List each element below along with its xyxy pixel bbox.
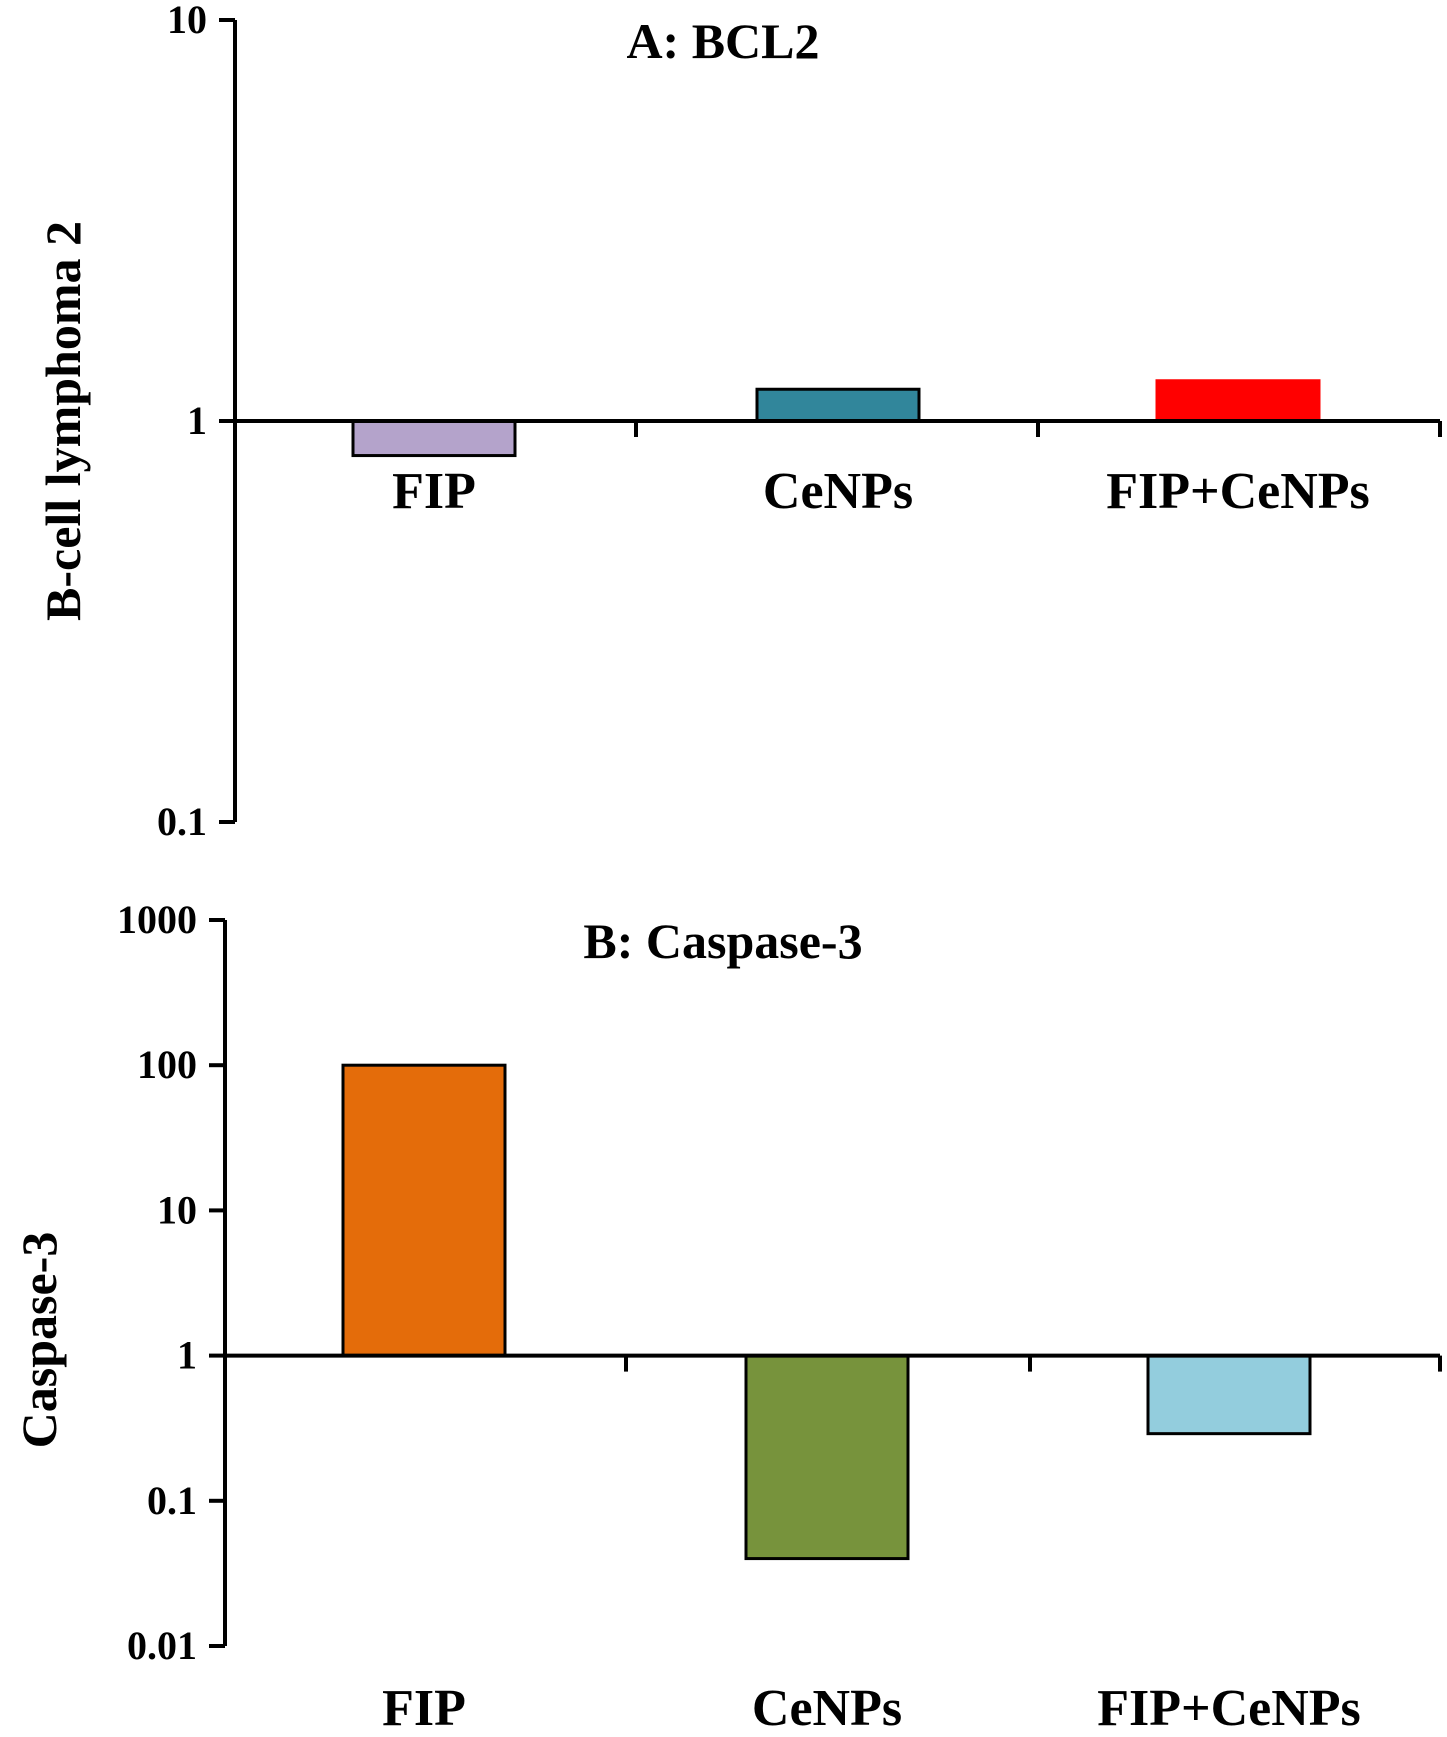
y-tick-label: 0.1	[157, 799, 207, 844]
bar-fip-cenps	[1146, 1354, 1312, 1436]
y-tick-label: 10	[157, 1187, 197, 1232]
y-axis-title: Caspase-3	[11, 1232, 67, 1449]
y-tick-label: 0.01	[127, 1623, 197, 1668]
y-tick-label: 1	[177, 1333, 197, 1378]
bar-fip	[351, 419, 517, 458]
y-tick-label: 1	[187, 398, 207, 443]
chart-title: B: Caspase-3	[583, 913, 862, 969]
bar-fip-cenps	[1155, 379, 1321, 423]
y-tick-label: 10	[167, 0, 207, 42]
category-label: FIP	[392, 463, 476, 520]
y-tick-label: 1000	[117, 897, 197, 942]
bar-cenps	[744, 1354, 910, 1561]
bars	[341, 1063, 1312, 1561]
chart-panel-caspase3: B: Caspase-3 Caspase-3 0.01 0.1 1 10 100 1000…	[11, 897, 1442, 1737]
axes	[233, 20, 1442, 822]
y-tick-label: 0.1	[147, 1478, 197, 1523]
category-label: FIP+CeNPs	[1106, 463, 1370, 520]
category-labels: FIP CeNPs FIP+CeNPs	[392, 463, 1370, 520]
category-label: FIP+CeNPs	[1097, 1680, 1361, 1737]
category-label: FIP	[382, 1680, 466, 1737]
chart-panel-bcl2: A: BCL2 B-cell lymphoma 2 0.1 1 10 FIP CeNP…	[35, 0, 1442, 844]
category-label: CeNPs	[763, 463, 913, 520]
y-axis-title: B-cell lymphoma 2	[35, 221, 91, 621]
y-tick-label: 100	[137, 1042, 197, 1087]
category-labels: FIP CeNPs FIP+CeNPs	[382, 1680, 1361, 1737]
category-label: CeNPs	[752, 1680, 902, 1737]
y-ticks: 0.1 1 10	[157, 0, 235, 844]
bar-fip	[341, 1063, 507, 1358]
chart-title: A: BCL2	[626, 13, 819, 69]
y-ticks: 0.01 0.1 1 10 100 1000	[117, 897, 225, 1668]
axes	[223, 920, 1442, 1646]
bars	[351, 379, 1321, 458]
bar-cenps	[755, 387, 921, 423]
